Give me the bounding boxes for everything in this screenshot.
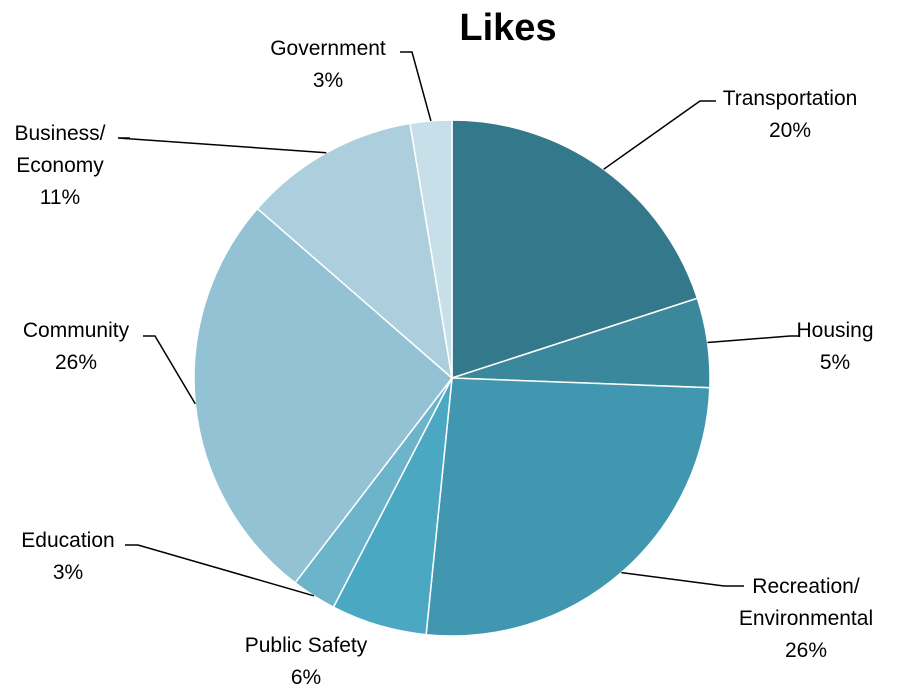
pie-slice xyxy=(425,377,711,637)
slice-category: Transportation xyxy=(723,87,858,110)
leader-line xyxy=(707,335,800,344)
slice-category: Economy xyxy=(16,154,104,177)
leader-line xyxy=(143,335,196,405)
slice-category: Recreation/ xyxy=(752,575,860,598)
slice-category: Housing xyxy=(796,319,873,342)
slice-percent: 3% xyxy=(313,69,343,92)
slice-percent: 6% xyxy=(291,666,321,689)
pie-slices xyxy=(193,119,711,637)
slice-label: Public Safety 6% xyxy=(245,634,368,689)
slice-label: Business/Economy 11% xyxy=(14,122,105,209)
slice-label: Housing 5% xyxy=(796,319,873,374)
leader-line xyxy=(621,571,744,587)
pie-slice xyxy=(451,119,699,380)
leader-line xyxy=(400,51,432,122)
leader-line xyxy=(117,137,327,154)
slice-category: Education xyxy=(21,529,114,552)
slice-category: Environmental xyxy=(739,607,873,630)
slice-percent: 26% xyxy=(55,351,97,374)
chart-title: Likes xyxy=(459,7,556,49)
slice-percent: 26% xyxy=(785,639,827,662)
slice-category: Community xyxy=(23,319,130,342)
slice-label: Community 26% xyxy=(23,319,130,374)
slice-percent: 11% xyxy=(40,186,80,209)
slice-label: Government 3% xyxy=(270,37,386,92)
slice-label: Transportation 20% xyxy=(723,87,858,142)
leader-line xyxy=(125,544,315,597)
slice-percent: 5% xyxy=(820,351,850,374)
leader-line xyxy=(603,100,716,170)
slice-category: Public Safety xyxy=(245,634,368,657)
slice-category: Government xyxy=(270,37,386,60)
leader-lines xyxy=(117,51,800,597)
slice-category: Business/ xyxy=(14,122,105,145)
slice-percent: 20% xyxy=(769,119,811,142)
slice-label: Education 3% xyxy=(21,529,114,584)
slice-label: Recreation/Environmental 26% xyxy=(739,575,873,662)
slice-labels: Transportation 20% Housing 5% Recreation/Env… xyxy=(14,37,873,689)
slice-percent: 3% xyxy=(53,561,83,584)
